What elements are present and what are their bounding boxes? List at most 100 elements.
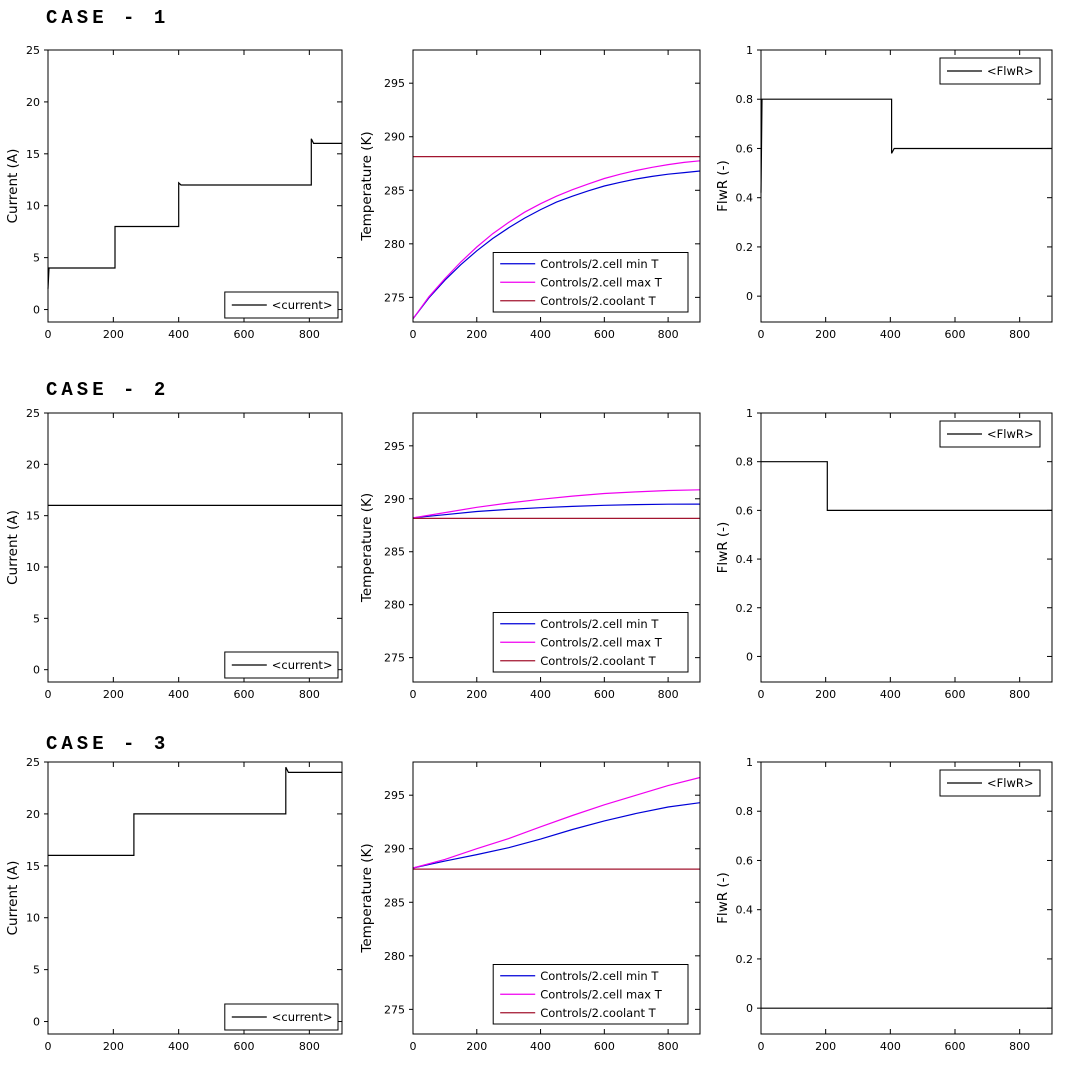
series-line-current (47, 138, 342, 289)
x-tick-label: 200 (466, 688, 487, 701)
legend: <current> (224, 1003, 339, 1031)
x-tick-label: 0 (758, 688, 765, 701)
legend-label-controls-2-cell-min-t: Controls/2.cell min T (540, 257, 659, 271)
y-tick-label: 25 (26, 756, 40, 769)
x-tick-label: 600 (234, 1040, 255, 1053)
axis-ticks (44, 761, 342, 1034)
legend-label-flwr: <FlwR> (987, 427, 1033, 441)
subplot-case1-current: 0 200 400 600 800 0 5 10 15 20 25 Current (A) <curre… (5, 44, 343, 341)
legend-label-flwr: <FlwR> (987, 64, 1033, 78)
y-tick-label: 290 (384, 843, 405, 856)
y-axis-label: FlwR (-) (715, 872, 731, 924)
x-tick-label: 400 (530, 1040, 551, 1053)
legend: <current> (224, 651, 339, 679)
y-tick-label: 295 (384, 77, 405, 90)
y-tick-label: 5 (33, 252, 40, 265)
case-title-3: CASE - 3 (46, 733, 170, 755)
y-tick-label: 5 (33, 612, 40, 625)
axis-ticks (409, 762, 700, 1034)
x-tick-label: 400 (880, 1040, 901, 1053)
axis-tick-labels: 0 200 400 600 800 275 280 285 290 295 (384, 789, 679, 1053)
y-tick-label: 275 (384, 1003, 405, 1016)
y-axis-label: Temperature (K) (359, 843, 375, 953)
y-tick-label: 0.4 (736, 553, 754, 566)
axis-box (412, 49, 701, 323)
y-tick-label: 0.8 (736, 456, 754, 469)
legend-box (939, 57, 1041, 85)
axis-ticks (757, 49, 1052, 322)
y-tick-label: 285 (384, 184, 405, 197)
x-tick-label: 600 (945, 688, 966, 701)
axis-box (47, 412, 343, 683)
legend: <FlwR> (939, 57, 1041, 85)
y-tick-label: 0.4 (736, 192, 754, 205)
y-tick-label: 0.2 (736, 241, 754, 254)
axis-tick-labels: 0 200 400 600 800 0 5 10 15 20 25 (26, 756, 320, 1053)
x-tick-label: 400 (530, 688, 551, 701)
y-tick-label: 0.6 (736, 142, 754, 155)
y-tick-label: 1 (746, 407, 753, 420)
y-tick-label: 0 (33, 664, 40, 677)
legend-label-controls-2-coolant-t: Controls/2.coolant T (540, 1006, 656, 1020)
y-tick-label: 0.2 (736, 602, 754, 615)
y-tick-label: 20 (26, 96, 40, 109)
x-tick-label: 200 (103, 1040, 124, 1053)
x-tick-label: 0 (45, 328, 52, 341)
x-tick-label: 0 (45, 1040, 52, 1053)
series-line-current (48, 766, 342, 857)
y-tick-label: 20 (26, 808, 40, 821)
legend-label-flwr: <FlwR> (987, 776, 1033, 790)
axis-box (47, 761, 343, 1035)
subplot-case3-flwr: 0 200 400 600 800 0 0.2 0.4 0.6 0.8 1 FlwR (-) <FlwR… (715, 756, 1053, 1053)
y-tick-label: 25 (26, 407, 40, 420)
case-title-1: CASE - 1 (46, 7, 170, 29)
case-title-2: CASE - 2 (46, 379, 170, 401)
x-tick-label: 0 (410, 328, 417, 341)
x-tick-label: 800 (299, 688, 320, 701)
legend-label-controls-2-cell-max-t: Controls/2.cell max T (540, 987, 663, 1001)
y-tick-label: 20 (26, 458, 40, 471)
legend-label-controls-2-cell-max-t: Controls/2.cell max T (540, 275, 663, 289)
series-group (760, 98, 1052, 193)
y-tick-label: 290 (384, 493, 405, 506)
subplot-case3-current: 0 200 400 600 800 0 5 10 15 20 25 Current (A) <curre… (5, 756, 343, 1053)
legend-label-controls-2-coolant-t: Controls/2.coolant T (540, 294, 656, 308)
subplot-case1-flwr: 0 200 400 600 800 0 0.2 0.4 0.6 0.8 1 FlwR (-) <FlwR… (715, 44, 1053, 341)
axis-ticks (409, 50, 700, 322)
axis-box (412, 412, 701, 683)
y-axis-label: Current (A) (5, 510, 21, 585)
axis-tick-labels: 0 200 400 600 800 0 0.2 0.4 0.6 0.8 1 (736, 756, 1031, 1053)
x-tick-label: 0 (45, 688, 52, 701)
x-tick-label: 200 (103, 688, 124, 701)
x-tick-label: 600 (945, 1040, 966, 1053)
subplot-case3-temperature: 0 200 400 600 800 275 280 285 290 295 Temperature … (359, 761, 701, 1053)
x-tick-label: 800 (658, 328, 679, 341)
axis-tick-labels: 0 200 400 600 800 0 5 10 15 20 25 (26, 407, 320, 701)
x-tick-label: 800 (299, 328, 320, 341)
y-tick-label: 0.2 (736, 953, 754, 966)
axis-box (760, 49, 1053, 323)
y-tick-label: 1 (746, 756, 753, 769)
axis-box (760, 412, 1053, 683)
legend: <current> (224, 291, 339, 319)
x-tick-label: 200 (815, 1040, 836, 1053)
y-tick-label: 10 (26, 200, 40, 213)
x-tick-label: 800 (1009, 688, 1030, 701)
y-tick-label: 275 (384, 652, 405, 665)
series-line-controls-2-cell-max-t (412, 776, 701, 869)
y-tick-label: 0 (746, 290, 753, 303)
axis-ticks (757, 761, 1052, 1034)
series-line-controls-2-cell-max-t (412, 489, 701, 519)
y-tick-label: 295 (384, 789, 405, 802)
y-tick-label: 280 (384, 950, 405, 963)
x-tick-label: 400 (168, 1040, 189, 1053)
y-tick-label: 0 (33, 304, 40, 317)
y-tick-label: 0.4 (736, 904, 754, 917)
y-tick-label: 0.6 (736, 504, 754, 517)
axis-ticks (409, 413, 700, 682)
axis-tick-labels: 0 200 400 600 800 275 280 285 290 295 (384, 440, 679, 701)
subplot-case1-temperature: 0 200 400 600 800 275 280 285 290 295 Temperature … (359, 49, 701, 341)
axis-ticks (757, 412, 1052, 682)
legend-label-controls-2-cell-min-t: Controls/2.cell min T (540, 617, 659, 631)
